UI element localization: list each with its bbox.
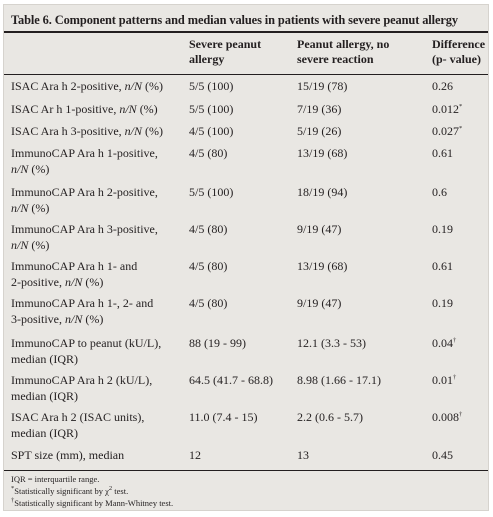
cell-p-value: 0.012* [432,102,463,116]
row-label: ImmunoCAP Ara h 3-positive, n/N (%) [11,222,158,252]
table-panel: Table 6. Component patterns and median v… [3,4,489,511]
header-divider [4,74,488,75]
cell-non-severe: 2.2 (0.6 - 5.7) [297,410,363,424]
cell-p-value: 0.19 [432,296,453,310]
cell-non-severe: 8.98 (1.66 - 17.1) [297,373,381,387]
header-severe-peanut-allergy: Severe peanut allergy [189,37,262,66]
table-title: Table 6. Component patterns and median v… [11,13,458,27]
cell-p-value: 0.61 [432,146,453,160]
row-label: ImmunoCAP Ara h 1- and 2-positive, n/N (%… [11,259,138,289]
cell-severe: 12 [189,448,201,462]
table-bottom-rule [4,470,488,471]
cell-p-value: 0.61 [432,259,453,273]
cell-p-value: 0.01† [432,373,457,387]
cell-p-value: 0.26 [432,79,453,93]
cell-severe: 11.0 (7.4 - 15) [189,410,258,424]
table-title-bar: Table 6. Component patterns and median v… [4,5,488,33]
cell-non-severe: 7/19 (36) [297,102,342,116]
cell-severe: 5/5 (100) [189,79,234,93]
cell-severe: 5/5 (100) [189,185,234,199]
cell-severe: 4/5 (80) [189,259,228,273]
cell-severe: 64.5 (41.7 - 68.8) [189,373,273,387]
cell-severe: 5/5 (100) [189,102,234,116]
cell-severe: 4/5 (80) [189,146,228,160]
row-label: ImmunoCAP Ara h 2 (kU/L), median (IQR) [11,373,153,403]
cell-severe: 4/5 (80) [189,296,228,310]
row-label: ISAC Ar h 1-positive, n/N (%) [11,102,158,116]
cell-severe: 88 (19 - 99) [189,336,246,350]
cell-severe: 4/5 (80) [189,222,228,236]
cell-p-value: 0.04† [432,336,457,350]
cell-p-value: 0.027* [432,124,463,138]
footnote-iqr: IQR = interquartile range. [11,474,100,484]
cell-non-severe: 5/19 (26) [297,124,342,138]
row-label: ISAC Ara h 2 (ISAC units), median (IQR) [11,410,145,440]
row-label: SPT size (mm), median [11,448,125,462]
cell-non-severe: 9/19 (47) [297,296,342,310]
row-label: ImmunoCAP Ara h 1-, 2- and 3-positive, n/… [11,296,154,326]
footnote-mann-whitney: †Statistically significant by Mann-Whitn… [11,497,174,508]
row-label: ISAC Ara h 3-positive, n/N (%) [11,124,164,138]
footnote-chi-square: *Statistically significant by χ2 test. [11,485,129,496]
header-peanut-allergy-no-severe: Peanut allergy, no severe reaction [297,37,390,66]
cell-non-severe: 13/19 (68) [297,259,348,273]
row-label: ImmunoCAP to peanut (kU/L), median (IQR) [11,336,162,366]
cell-p-value: 0.19 [432,222,453,236]
cell-p-value: 0.6 [432,185,447,199]
cell-p-value: 0.45 [432,448,453,462]
cell-non-severe: 15/19 (78) [297,79,348,93]
row-label: ImmunoCAP Ara h 2-positive, n/N (%) [11,185,158,215]
cell-p-value: 0.008† [432,410,463,424]
cell-severe: 4/5 (100) [189,124,234,138]
cell-non-severe: 13/19 (68) [297,146,348,160]
row-label: ISAC Ara h 2-positive, n/N (%) [11,79,164,93]
header-difference: Difference (p- value) [432,37,486,66]
row-label: ImmunoCAP Ara h 1-positive, n/N (%) [11,146,158,176]
cell-non-severe: 13 [297,448,309,462]
cell-non-severe: 9/19 (47) [297,222,342,236]
cell-non-severe: 12.1 (3.3 - 53) [297,336,366,350]
cell-non-severe: 18/19 (94) [297,185,348,199]
